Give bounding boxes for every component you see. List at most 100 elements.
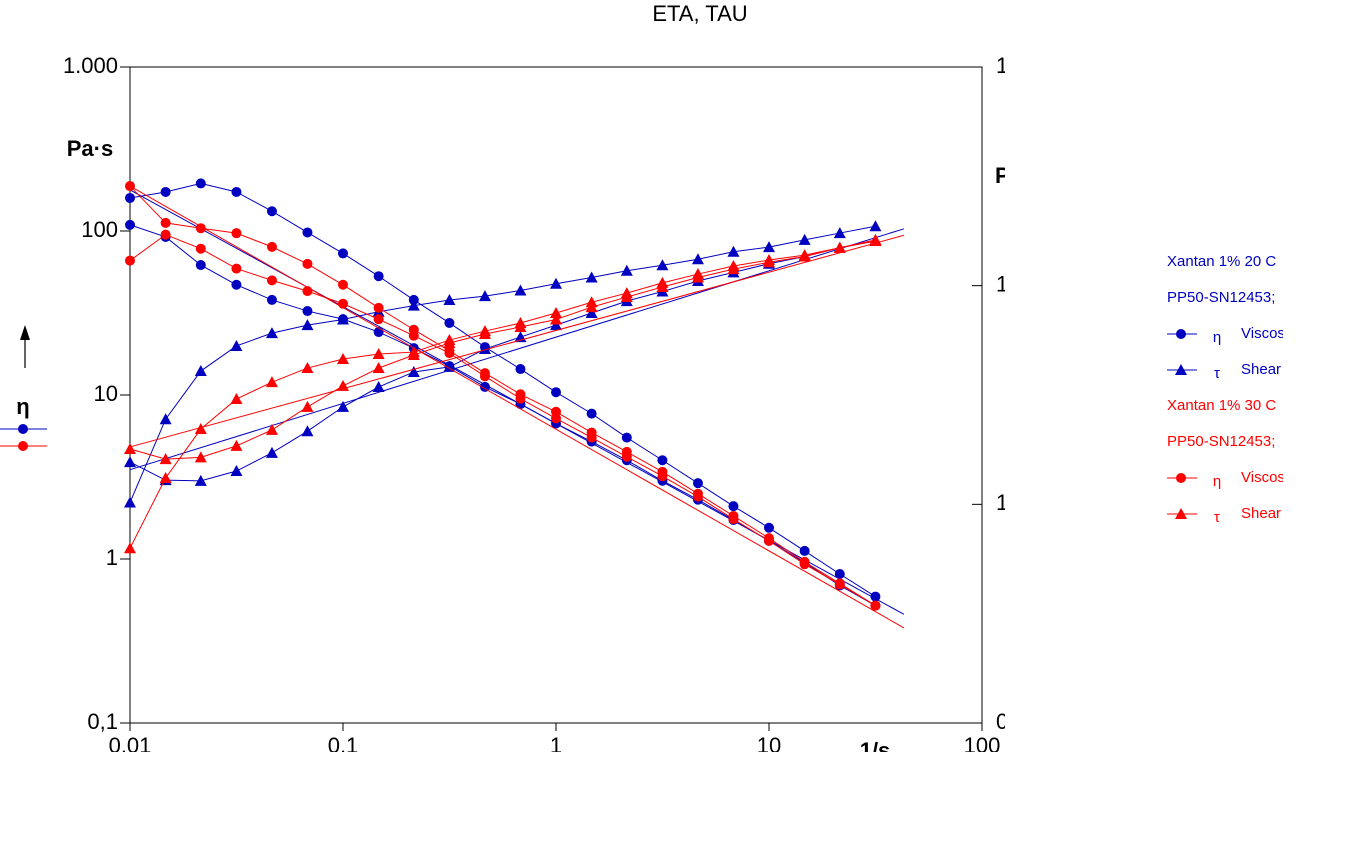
fit-line [129, 185, 905, 629]
legend-name: Shear [1241, 505, 1281, 522]
data-point [231, 263, 242, 274]
data-point [478, 290, 491, 302]
legend-symbol: τ [1214, 365, 1220, 382]
data-point [373, 271, 384, 282]
legend-label: Xantan 1% 30 C [1167, 397, 1276, 414]
data-point [443, 293, 456, 305]
data-point [692, 478, 703, 489]
data-point [302, 227, 313, 238]
data-point [159, 413, 172, 425]
data-point [230, 439, 243, 451]
data-point [834, 569, 845, 580]
data-point [407, 348, 420, 360]
x-axis-unit: 1/s [860, 738, 891, 752]
data-point [265, 376, 278, 388]
data-point [798, 233, 811, 245]
chart-title: ETA, TAU [652, 1, 747, 26]
data-point [195, 178, 206, 189]
data-point [338, 279, 348, 290]
data-point [194, 474, 207, 486]
data-point [869, 235, 882, 247]
data-point [621, 432, 632, 443]
data-point [728, 501, 739, 512]
legend-marker [1176, 329, 1186, 339]
data-point [231, 279, 242, 290]
data-point [551, 387, 561, 398]
data-point [266, 294, 277, 305]
data-point [125, 192, 135, 203]
x-tick-label: 0.01 [109, 733, 152, 752]
data-point [125, 219, 135, 230]
series-line [129, 234, 876, 607]
data-point [550, 319, 562, 331]
data-point [550, 313, 562, 325]
data-point [124, 496, 136, 508]
data-point [160, 229, 171, 240]
y2-tick-label: 0,1 [996, 709, 1005, 734]
data-point [407, 365, 420, 377]
legend-label: Xantan 1% 20 C [1167, 253, 1276, 270]
data-point [585, 271, 598, 283]
data-point [373, 314, 384, 325]
data-point [586, 408, 597, 419]
y-tick-label: 1 [106, 545, 118, 570]
data-point [372, 381, 385, 393]
data-point [338, 248, 348, 259]
data-point [620, 291, 633, 303]
y2-axis-unit: Pa [995, 163, 1005, 188]
legend-name: Viscos [1241, 469, 1283, 486]
data-point [585, 306, 598, 318]
data-point [763, 256, 775, 268]
data-point [194, 365, 207, 377]
data-point [266, 275, 277, 286]
data-point [302, 286, 313, 297]
data-point [195, 260, 206, 271]
axis-arrowhead [20, 325, 30, 340]
data-point [798, 250, 811, 262]
data-point [373, 302, 384, 313]
data-point [870, 591, 881, 602]
legend-sublabel: PP50-SN12453; [1167, 289, 1275, 306]
data-point [514, 321, 527, 333]
data-point [266, 206, 277, 217]
data-point [301, 425, 314, 437]
data-point [764, 522, 774, 533]
data-point [159, 453, 172, 465]
data-point [657, 455, 668, 466]
x-tick-label: 1 [550, 733, 562, 752]
data-point [160, 186, 171, 197]
data-point [338, 298, 348, 309]
data-point [833, 227, 846, 239]
data-point [692, 491, 703, 502]
legend-name: Shear [1241, 361, 1281, 378]
data-point [764, 535, 774, 546]
y-axis-symbol: η [16, 394, 29, 419]
data-point [443, 336, 456, 348]
side-key-marker [18, 424, 28, 434]
x-tick-label: 0.1 [328, 733, 359, 752]
series-line [129, 225, 876, 503]
fit-line [129, 234, 905, 448]
series-line [129, 240, 876, 482]
data-point [870, 600, 881, 611]
data-point [265, 446, 278, 458]
data-point [302, 306, 313, 317]
data-point [407, 299, 420, 311]
data-point [620, 264, 633, 276]
data-point [728, 514, 739, 525]
data-point [444, 317, 455, 328]
data-point [656, 259, 669, 271]
legend-marker [1176, 473, 1186, 483]
data-point [265, 327, 278, 339]
y-tick-label: 1.000 [63, 53, 118, 78]
data-point [230, 339, 243, 351]
data-point [621, 451, 632, 462]
data-point [194, 451, 207, 463]
y-tick-label: 0,1 [87, 709, 118, 734]
y-tick-label: 100 [81, 217, 118, 242]
y-tick-label: 10 [94, 381, 118, 406]
y2-tick-label: 100 [996, 53, 1005, 78]
data-point [443, 360, 456, 372]
x-tick-label: 100 [964, 733, 1001, 752]
